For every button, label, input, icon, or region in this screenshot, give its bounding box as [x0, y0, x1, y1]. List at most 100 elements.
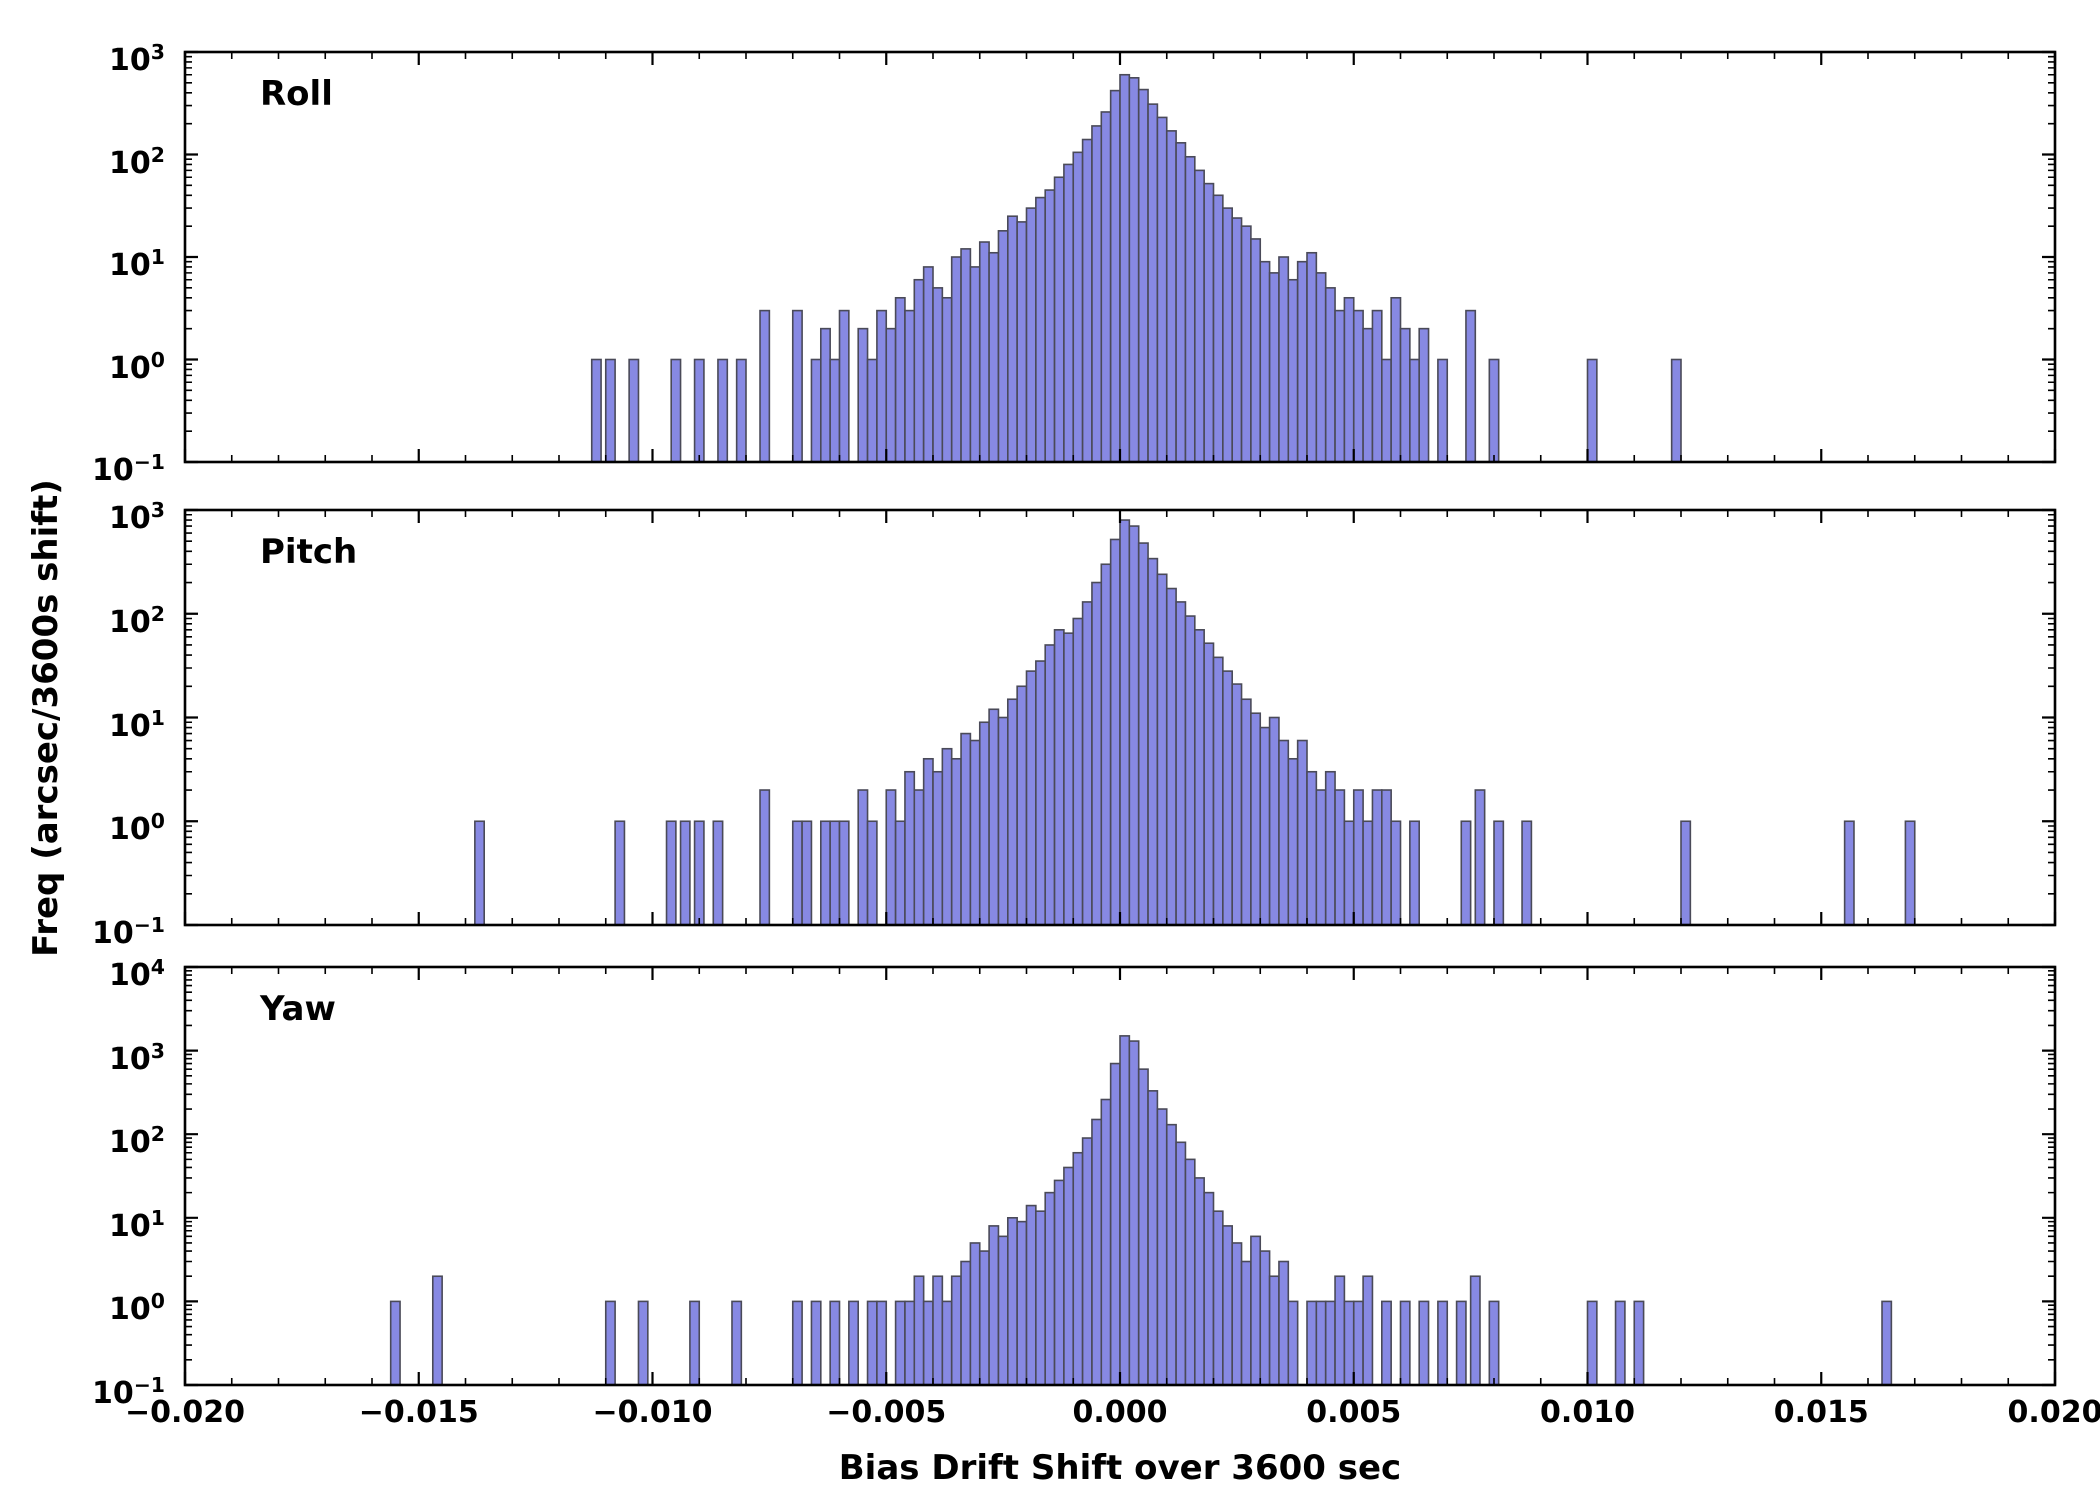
histogram-bar	[1091, 1118, 1103, 1386]
histogram-bar	[838, 820, 850, 926]
histogram-bar	[1072, 1151, 1084, 1386]
histogram-bar	[1025, 207, 1037, 463]
histogram-bar	[1324, 287, 1336, 463]
histogram-bar	[1119, 73, 1131, 463]
histogram-bar	[1035, 660, 1046, 926]
histogram-bar	[1128, 1040, 1140, 1386]
histogram-bar	[1371, 789, 1383, 926]
histogram-bar	[389, 1300, 401, 1386]
histogram-bar	[857, 789, 869, 926]
histogram-bar	[1081, 138, 1093, 463]
histogram-bar	[978, 721, 990, 926]
histogram-bar	[997, 716, 1009, 926]
minor-ticks	[185, 967, 2055, 1385]
histogram-bar	[1614, 1300, 1626, 1386]
histogram-bar	[1044, 189, 1056, 463]
histogram-bar	[1250, 1235, 1262, 1386]
histogram-bar	[791, 309, 803, 463]
histogram-bar	[1381, 358, 1392, 463]
histogram-bar	[876, 309, 888, 463]
histogram-bar	[1109, 89, 1121, 463]
histogram-bar	[1109, 538, 1121, 926]
histogram-bar	[1184, 615, 1196, 926]
histogram-bar	[1137, 88, 1149, 463]
histogram-bar	[932, 1275, 944, 1386]
histogram-bar	[614, 820, 626, 926]
histogram-bar	[431, 1275, 443, 1386]
x-tick-label: 0.000	[1072, 1395, 1168, 1430]
histogram-bar	[969, 1242, 981, 1386]
y-tick-label: 101	[109, 245, 165, 283]
histogram-bar	[894, 1300, 906, 1386]
histogram-bar	[1016, 685, 1028, 926]
y-tick-label: 10−1	[91, 450, 165, 488]
histogram-bar	[1409, 358, 1420, 463]
histogram-bar	[1109, 1062, 1121, 1386]
histogram-bar	[1212, 194, 1224, 463]
histogram-bar	[1203, 182, 1215, 463]
histogram-bar	[1222, 207, 1233, 463]
histogram-bar	[1352, 1300, 1364, 1386]
histogram-bar	[1633, 1300, 1645, 1386]
minor-ticks	[185, 510, 2055, 925]
x-tick-label: −0.010	[592, 1395, 713, 1430]
histogram-bar	[1212, 1210, 1224, 1386]
histogram-bar	[1072, 151, 1084, 463]
histogram-bar	[1362, 1275, 1374, 1386]
histogram-bar	[1881, 1300, 1893, 1386]
histogram-bar	[1399, 327, 1411, 463]
histogram-bar	[997, 230, 1009, 463]
histogram-bar	[1025, 1204, 1037, 1386]
histogram-bar	[941, 1300, 953, 1386]
histogram-bar	[1371, 309, 1383, 463]
histogram-bar	[1390, 820, 1402, 926]
histogram-bar	[894, 296, 906, 463]
histogram-bar	[474, 820, 486, 926]
histogram-bar	[1165, 1123, 1177, 1386]
histogram-bar	[1268, 272, 1280, 463]
histogram-bar	[885, 789, 897, 926]
histogram-bar	[1193, 169, 1205, 463]
axes-frame	[183, 965, 2057, 1387]
histogram-bar	[1184, 1158, 1196, 1386]
histogram-bar	[838, 309, 850, 463]
histogram-bar	[960, 732, 972, 926]
x-tick-label: 0.020	[2007, 1395, 2100, 1430]
histogram-bar	[1287, 757, 1299, 926]
histogram-bar	[637, 1300, 649, 1386]
y-tick-label: 102	[109, 142, 165, 181]
histogram-bar	[1063, 163, 1075, 463]
histogram-bar	[1100, 1098, 1112, 1386]
histogram-bar	[1231, 683, 1243, 926]
histogram-bar	[885, 327, 897, 463]
histogram-bar	[1091, 125, 1103, 463]
y-tick-label: 104	[109, 955, 165, 993]
histogram-bar	[693, 358, 705, 463]
histogram-bar	[1352, 309, 1364, 463]
histogram-bar	[791, 1300, 803, 1386]
histogram-bar	[679, 820, 691, 926]
histogram-bar	[904, 1300, 916, 1386]
histogram-bar	[1680, 820, 1692, 926]
histogram-bar	[735, 358, 747, 463]
histogram-bar	[1016, 221, 1028, 463]
histogram-bar	[922, 757, 934, 926]
axes-frame	[183, 50, 2057, 464]
histogram-bar	[1296, 739, 1308, 926]
histogram-bar	[829, 820, 841, 926]
histogram-bar	[1212, 656, 1224, 926]
histogram-bar	[1035, 1210, 1046, 1386]
y-tick-label: 103	[109, 498, 165, 536]
histogram-bar	[913, 278, 925, 463]
histogram-bar	[1465, 309, 1477, 463]
histogram-bar	[759, 789, 771, 926]
histogram-bar	[1324, 770, 1336, 926]
histogram-bar	[1352, 789, 1364, 926]
histogram-bar	[1278, 1260, 1290, 1386]
histogram-bar	[1137, 1068, 1149, 1386]
histogram-bar	[1147, 103, 1159, 463]
x-tick-label: −0.005	[826, 1395, 947, 1430]
histogram-bar	[1268, 1275, 1280, 1386]
histogram-bar	[1324, 1300, 1336, 1386]
histogram-bar	[590, 358, 602, 463]
